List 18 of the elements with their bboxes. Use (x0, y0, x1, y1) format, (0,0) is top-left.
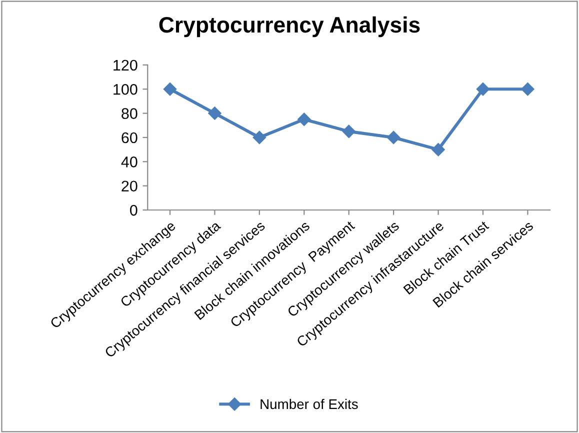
y-tick-label: 60 (122, 132, 138, 144)
point (208, 106, 222, 120)
point (476, 82, 490, 96)
y-tick-label: 100 (114, 84, 138, 95)
y-tick-label: 120 (114, 60, 138, 71)
chart-title: Cryptocurrency Analysis (159, 16, 420, 38)
y-tick-label: 20 (122, 180, 138, 192)
point (163, 82, 177, 96)
point (386, 130, 400, 144)
legend-label: Number of Exits (260, 398, 358, 410)
point (521, 82, 534, 96)
point (432, 142, 445, 156)
point (298, 112, 311, 126)
y-tick-label: 0 (130, 204, 138, 216)
y-tick-label: 80 (122, 108, 138, 119)
point (252, 130, 266, 144)
y-tick-label: 40 (121, 156, 138, 168)
point (342, 124, 356, 138)
